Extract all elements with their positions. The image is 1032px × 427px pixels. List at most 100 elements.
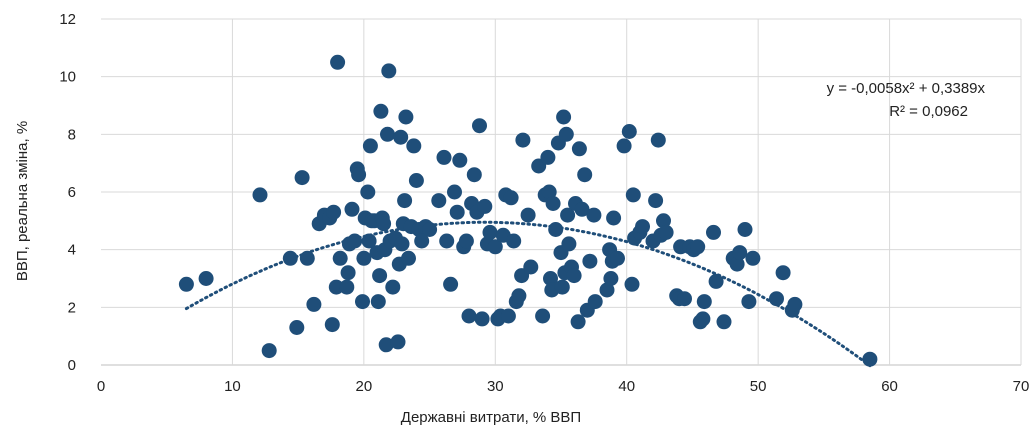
data-point [344, 201, 360, 217]
data-point [732, 245, 748, 261]
data-point [616, 138, 632, 154]
data-point [289, 320, 305, 335]
data-point [500, 308, 516, 324]
data-point [361, 233, 377, 249]
data-point [294, 170, 310, 186]
data-point [520, 207, 536, 223]
data-point [443, 276, 459, 292]
x-tick-label: 20 [356, 378, 373, 395]
data-point [401, 250, 416, 266]
data-point [862, 351, 878, 367]
data-point [775, 265, 791, 281]
data-point [543, 271, 558, 286]
data-point [447, 184, 462, 200]
data-point [658, 224, 674, 240]
data-point [487, 239, 503, 255]
data-point [422, 222, 438, 237]
y-tick-label: 0 [68, 357, 76, 374]
x-tick-label: 60 [881, 378, 898, 395]
data-point [656, 213, 671, 229]
data-point [406, 138, 422, 154]
x-tick-label: 0 [97, 378, 105, 395]
polynomial-trendline [184, 220, 872, 368]
data-point [586, 207, 602, 223]
data-point [570, 314, 586, 330]
gridlines [101, 18, 1022, 366]
x-tick-label: 50 [750, 378, 767, 395]
data-point [360, 184, 376, 200]
data-point [554, 279, 570, 295]
data-point [599, 282, 615, 298]
data-point [706, 224, 721, 240]
data-point [394, 236, 410, 252]
data-point [261, 343, 277, 359]
data-point [458, 233, 474, 249]
y-tick-labels: 0 2 4 6 8 10 12 [59, 11, 76, 374]
data-point [523, 259, 539, 275]
data-point [769, 291, 784, 307]
data-point [397, 193, 413, 209]
data-point [472, 118, 487, 134]
data-points [178, 54, 878, 367]
data-point [408, 173, 424, 188]
data-point [560, 207, 576, 223]
x-tick-label: 40 [618, 378, 635, 395]
data-point [339, 279, 355, 295]
data-point [635, 219, 650, 235]
y-tick-label: 2 [68, 299, 76, 316]
x-tick-labels: 0 10 20 30 40 50 60 70 [97, 378, 1030, 395]
data-point [299, 250, 315, 266]
data-point [545, 196, 561, 211]
data-point [503, 190, 519, 206]
data-point [556, 109, 572, 125]
data-point [696, 294, 712, 310]
data-point [787, 296, 803, 312]
data-point [330, 54, 346, 70]
y-tick-label: 8 [68, 126, 76, 143]
data-point [621, 124, 637, 139]
data-point [436, 149, 452, 165]
data-point [373, 103, 389, 119]
data-point [431, 193, 447, 209]
data-point [571, 141, 587, 157]
data-point [252, 187, 268, 203]
data-point [414, 233, 430, 249]
data-point [370, 294, 386, 310]
y-tick-label: 12 [59, 11, 76, 28]
data-point [695, 311, 711, 327]
data-point [587, 294, 603, 310]
y-tick-label: 4 [68, 242, 76, 259]
data-point [356, 250, 372, 266]
data-point [650, 132, 666, 148]
data-point [332, 250, 348, 266]
data-point [385, 279, 401, 295]
data-point [282, 250, 298, 266]
data-point [378, 337, 394, 353]
data-point [574, 201, 590, 217]
data-point [326, 204, 342, 220]
data-point [582, 253, 598, 269]
data-point [324, 317, 340, 333]
data-point [515, 132, 531, 148]
data-point [603, 271, 619, 286]
data-point [737, 222, 753, 237]
data-point [566, 268, 582, 284]
data-point [355, 294, 370, 310]
data-point [198, 271, 214, 286]
data-point [482, 224, 498, 240]
data-point [381, 63, 397, 79]
data-point [745, 250, 761, 266]
data-point [390, 334, 406, 350]
data-point [541, 184, 557, 200]
r-squared-label: R² = 0,0962 [889, 103, 968, 120]
data-point [558, 126, 574, 142]
data-point [466, 167, 482, 183]
data-point [372, 268, 388, 284]
x-axis-title: Державні витрати, % ВВП [401, 409, 581, 426]
y-tick-label: 10 [59, 69, 76, 86]
data-point [648, 193, 664, 209]
data-point [606, 210, 622, 226]
data-point [741, 294, 757, 310]
data-point [461, 308, 477, 324]
